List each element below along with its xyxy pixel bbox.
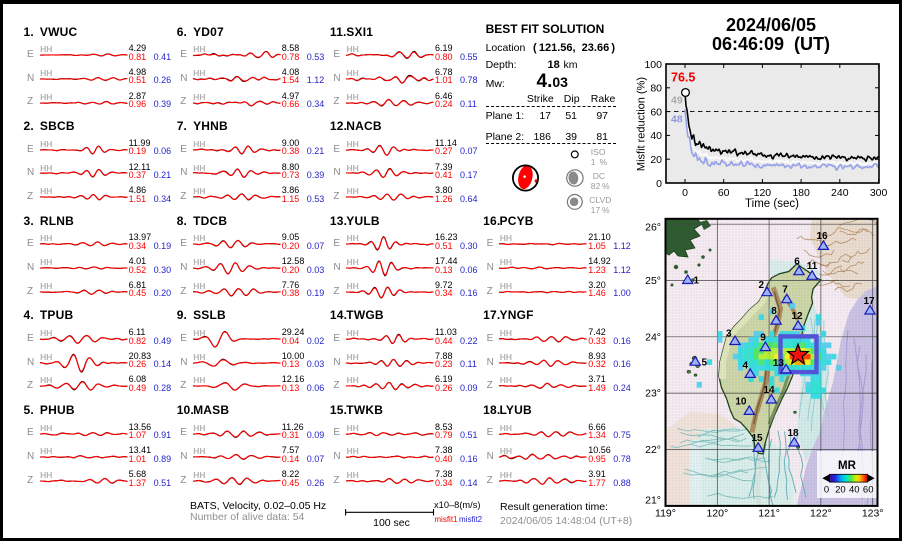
svg-text:60: 60 (863, 485, 874, 496)
svg-text:120: 120 (754, 187, 772, 199)
svg-text:26°: 26° (645, 222, 661, 234)
svg-text:21°: 21° (645, 494, 661, 506)
svg-text:25°: 25° (645, 275, 661, 287)
svg-text:6: 6 (794, 257, 800, 268)
svg-text:121°: 121° (758, 508, 780, 520)
svg-text:48: 48 (671, 114, 683, 126)
svg-text:76.5: 76.5 (671, 71, 695, 85)
svg-text:60: 60 (650, 106, 662, 118)
svg-text:60: 60 (718, 187, 730, 199)
svg-text:17: 17 (863, 296, 875, 307)
svg-text:0: 0 (682, 187, 688, 199)
svg-text:9: 9 (760, 333, 766, 344)
svg-text:23°: 23° (645, 388, 661, 400)
svg-text:20: 20 (650, 154, 662, 166)
svg-text:5: 5 (702, 358, 708, 369)
svg-text:123°: 123° (862, 508, 884, 520)
svg-text:2: 2 (758, 280, 764, 291)
svg-text:180: 180 (792, 187, 810, 199)
svg-text:119°: 119° (655, 508, 676, 520)
svg-text:16: 16 (816, 231, 828, 242)
svg-text:11: 11 (807, 261, 818, 272)
svg-text:4: 4 (742, 361, 748, 372)
svg-text:100 sec: 100 sec (373, 517, 410, 529)
svg-text:122°: 122° (810, 508, 832, 520)
svg-text:0: 0 (656, 178, 662, 190)
svg-text:40: 40 (849, 485, 860, 496)
svg-text:12: 12 (791, 311, 803, 322)
svg-text:MR: MR (838, 460, 857, 472)
svg-text:120°: 120° (706, 508, 728, 520)
svg-text:300: 300 (870, 187, 888, 199)
svg-text:18: 18 (787, 428, 799, 439)
svg-text:8: 8 (771, 306, 777, 317)
svg-text:49: 49 (671, 95, 683, 107)
svg-text:3: 3 (726, 329, 732, 340)
svg-text:240: 240 (831, 187, 849, 199)
svg-text:14: 14 (763, 385, 775, 396)
svg-text:15: 15 (751, 433, 763, 444)
svg-text:0: 0 (824, 485, 829, 496)
svg-text:Time (sec): Time (sec) (745, 198, 799, 210)
svg-text:100: 100 (644, 59, 662, 71)
svg-text:22°: 22° (645, 444, 661, 456)
svg-text:13: 13 (773, 358, 785, 369)
svg-text:40: 40 (650, 130, 662, 142)
svg-text:20: 20 (835, 485, 846, 496)
svg-text:10: 10 (735, 397, 747, 408)
svg-text:80: 80 (650, 83, 662, 95)
svg-text:1: 1 (694, 276, 700, 287)
svg-text:24°: 24° (645, 331, 661, 343)
svg-text:7: 7 (782, 285, 788, 296)
